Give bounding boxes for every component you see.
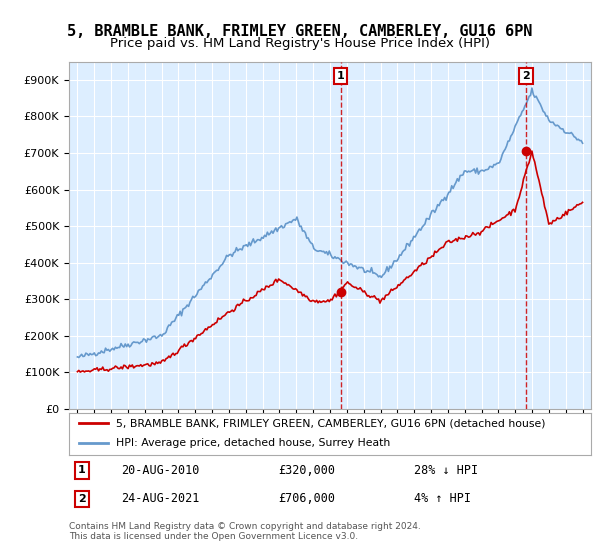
Text: 28% ↓ HPI: 28% ↓ HPI	[413, 464, 478, 477]
Text: £320,000: £320,000	[278, 464, 335, 477]
Text: 4% ↑ HPI: 4% ↑ HPI	[413, 492, 470, 505]
Text: 2: 2	[78, 494, 86, 503]
Text: 20-AUG-2010: 20-AUG-2010	[121, 464, 200, 477]
Text: Contains HM Land Registry data © Crown copyright and database right 2024.
This d: Contains HM Land Registry data © Crown c…	[69, 522, 421, 542]
Text: 24-AUG-2021: 24-AUG-2021	[121, 492, 200, 505]
Text: Price paid vs. HM Land Registry's House Price Index (HPI): Price paid vs. HM Land Registry's House …	[110, 37, 490, 50]
Text: 5, BRAMBLE BANK, FRIMLEY GREEN, CAMBERLEY, GU16 6PN (detached house): 5, BRAMBLE BANK, FRIMLEY GREEN, CAMBERLE…	[116, 418, 545, 428]
Text: 2: 2	[522, 71, 530, 81]
Text: 1: 1	[78, 465, 86, 475]
Text: £706,000: £706,000	[278, 492, 335, 505]
Text: HPI: Average price, detached house, Surrey Heath: HPI: Average price, detached house, Surr…	[116, 438, 390, 448]
Text: 5, BRAMBLE BANK, FRIMLEY GREEN, CAMBERLEY, GU16 6PN: 5, BRAMBLE BANK, FRIMLEY GREEN, CAMBERLE…	[67, 24, 533, 39]
Text: 1: 1	[337, 71, 344, 81]
